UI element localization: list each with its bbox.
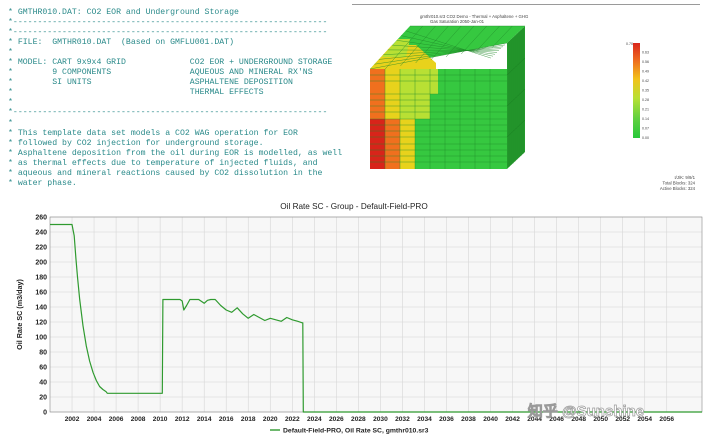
x-tick-label: 2020 bbox=[263, 416, 278, 423]
plot-area[interactable] bbox=[50, 217, 702, 412]
x-tick-label: 2036 bbox=[439, 416, 454, 423]
x-tick-label: 2038 bbox=[461, 416, 476, 423]
grid-cell-gas-4 bbox=[385, 69, 400, 94]
watermark-text: 知乎 @Sunshine bbox=[528, 402, 644, 420]
legend-tick-labels: 0.63 0.56 0.49 0.42 0.35 0.28 0.21 0.14 0.07 bbox=[642, 51, 649, 131]
x-tick-label: 2046 bbox=[549, 416, 564, 423]
grid-cell-gas-5 bbox=[385, 94, 400, 119]
y-tick-label: 100 bbox=[35, 335, 47, 342]
x-tick-label: 2030 bbox=[373, 416, 388, 423]
viewer-title: gmthr010.sr3 CO2 Demo - Thermal + Asphal… bbox=[420, 14, 529, 19]
grid-info-line: I/J/K: 9/9/1 bbox=[674, 175, 695, 180]
y-axis-label: Oil Rate SC (m3/day) bbox=[15, 279, 24, 350]
chart-series bbox=[50, 223, 702, 413]
legend-max-label: 0.70 bbox=[626, 42, 633, 46]
grid-right-face-lines bbox=[506, 28, 526, 167]
y-tick-label: 20 bbox=[39, 395, 47, 402]
x-tick-label: 2048 bbox=[571, 416, 586, 423]
oil-rate-chart-canvas: Oil Rate SC - Group - Default-Field-PRO … bbox=[15, 202, 703, 435]
y-tick-label: 80 bbox=[39, 350, 47, 357]
grid-cell-gas-1 bbox=[370, 69, 385, 94]
chart-title: Oil Rate SC - Group - Default-Field-PRO bbox=[280, 202, 427, 211]
x-tick-label: 2014 bbox=[197, 416, 212, 423]
x-tick-label: 2052 bbox=[615, 416, 630, 423]
y-tick-label: 220 bbox=[35, 245, 47, 252]
legend-tick-label: 0.28 bbox=[642, 98, 649, 102]
data-file-text: * GMTHR010.DAT: CO2 EOR and Underground … bbox=[8, 8, 343, 188]
y-tick-label: 0 bbox=[43, 410, 47, 417]
grid-info-line: Active Blocks: 324 bbox=[660, 186, 696, 191]
grid-top-gas-lime bbox=[382, 39, 410, 57]
oil-rate-chart[interactable]: Oil Rate SC - Group - Default-Field-PRO … bbox=[0, 200, 708, 442]
grid-top-face-lines bbox=[369, 25, 525, 70]
legend-tick-label: 0.21 bbox=[642, 108, 649, 112]
x-tick-label: 2016 bbox=[219, 416, 234, 423]
legend-tick-label: 0.42 bbox=[642, 79, 649, 83]
3d-grid-canvas: gmthr010.sr3 CO2 Demo - Thermal + Asphal… bbox=[369, 14, 696, 191]
chart-legend: Default-Field-PRO, Oil Rate SC, gmthr010… bbox=[270, 428, 429, 435]
x-tick-label: 2056 bbox=[659, 416, 674, 423]
legend-entry-label: Default-Field-PRO, Oil Rate SC, gmthr010… bbox=[283, 428, 429, 435]
x-tick-label: 2024 bbox=[307, 416, 322, 423]
x-tick-label: 2026 bbox=[329, 416, 344, 423]
chart-gridlines bbox=[50, 216, 702, 413]
x-tick-label: 2006 bbox=[109, 416, 124, 423]
y-tick-label: 40 bbox=[39, 380, 47, 387]
x-tick-label: 2054 bbox=[637, 416, 652, 423]
x-tick-label: 2004 bbox=[87, 416, 102, 423]
legend-tick-label: 0.49 bbox=[642, 70, 649, 74]
x-tick-label: 2032 bbox=[395, 416, 410, 423]
grid-cell-gas-10 bbox=[415, 69, 430, 94]
x-tick-label: 2010 bbox=[153, 416, 168, 423]
legend-tick-label: 0.14 bbox=[642, 117, 649, 121]
y-tick-label: 160 bbox=[35, 290, 47, 297]
x-tick-label: 2022 bbox=[285, 416, 300, 423]
x-tick-label: 2028 bbox=[351, 416, 366, 423]
y-tick-label: 120 bbox=[35, 320, 47, 327]
y-tick-label: 260 bbox=[35, 215, 47, 222]
y-tick-label: 180 bbox=[35, 275, 47, 282]
grid-cell-gas-12 bbox=[430, 69, 438, 94]
legend-tick-label: 0.63 bbox=[642, 51, 649, 55]
grid-cell-gas-8 bbox=[400, 94, 415, 119]
y-axis-ticks: 0 20 40 60 80 100 120 140 160 180 200 220 240 260 bbox=[35, 215, 47, 417]
grid-info-line: Total Blocks: 324 bbox=[663, 181, 696, 186]
x-tick-label: 2002 bbox=[65, 416, 80, 423]
y-tick-label: 200 bbox=[35, 260, 47, 267]
data-file-editor[interactable]: * GMTHR010.DAT: CO2 EOR and Underground … bbox=[0, 0, 352, 200]
y-tick-label: 240 bbox=[35, 230, 47, 237]
x-tick-label: 2042 bbox=[505, 416, 520, 423]
3d-grid-viewer[interactable]: gmthr010.sr3 CO2 Demo - Thermal + Asphal… bbox=[352, 4, 700, 201]
x-tick-label: 2008 bbox=[131, 416, 146, 423]
x-tick-label: 2012 bbox=[175, 416, 190, 423]
y-tick-label: 60 bbox=[39, 365, 47, 372]
y-tick-label: 140 bbox=[35, 305, 47, 312]
x-tick-label: 2018 bbox=[241, 416, 256, 423]
grid-front-face-lines bbox=[370, 69, 507, 169]
x-tick-label: 2040 bbox=[483, 416, 498, 423]
viewer-subtitle: Gas Saturation 2050-Jan-01 bbox=[430, 19, 485, 24]
grid-cell-gas-11 bbox=[415, 94, 430, 119]
legend-min-label: 0.00 bbox=[642, 136, 649, 140]
legend-tick-label: 0.35 bbox=[642, 89, 649, 93]
legend-tick-label: 0.07 bbox=[642, 127, 649, 131]
oil-rate-series-line bbox=[50, 223, 702, 413]
x-tick-label: 2044 bbox=[527, 416, 542, 423]
grid-cell-gas-7 bbox=[400, 69, 415, 94]
grid-cell-gas-2 bbox=[370, 94, 385, 119]
x-tick-label: 2050 bbox=[593, 416, 608, 423]
legend-tick-label: 0.56 bbox=[642, 60, 649, 64]
gas-saturation-legend-bar bbox=[633, 43, 640, 138]
x-axis-ticks: 2002 2004 2006 2008 2010 2012 2014 2016 2018 2020… bbox=[65, 416, 675, 423]
x-tick-label: 2034 bbox=[417, 416, 432, 423]
